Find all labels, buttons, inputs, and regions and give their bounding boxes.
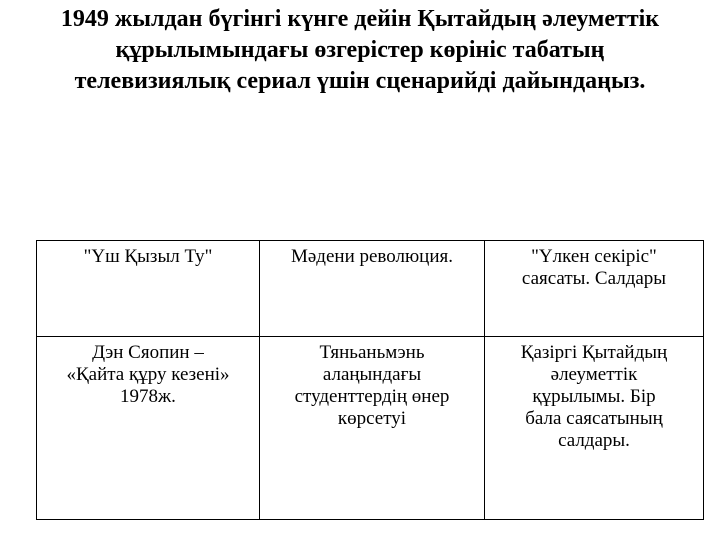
table-cell-r1c1: "Үш Қызыл Ту" xyxy=(36,240,260,337)
table-cell-r1c3: "Үлкен секіріс" саясаты. Салдары xyxy=(484,240,704,337)
table-cell-r2c2: Тяньаньмэнь алаңындағы студенттердің өне… xyxy=(259,336,485,520)
content-table: "Үш Қызыл Ту" Мәдени революция. "Үлкен с… xyxy=(36,240,704,520)
slide-title: 1949 жылдан бүгінгі күнге дейін Қытайдың… xyxy=(0,4,720,97)
table-cell-r1c2: Мәдени революция. xyxy=(259,240,485,337)
table-cell-r2c3: Қазіргі Қытайдың әлеуметтік құрылымы. Бі… xyxy=(484,336,704,520)
table-cell-r2c1: Дэн Сяопин – «Қайта құру кезені» 1978ж. xyxy=(36,336,260,520)
table-row: Дэн Сяопин – «Қайта құру кезені» 1978ж. … xyxy=(36,336,704,520)
table-row: "Үш Қызыл Ту" Мәдени революция. "Үлкен с… xyxy=(36,240,704,337)
title-line-2: құрылымындағы өзгерістер көрініс табатың xyxy=(115,37,605,63)
title-line-1: 1949 жылдан бүгінгі күнге дейін Қытайдың… xyxy=(60,6,660,32)
title-line-3: телевизиялық сериал үшін сценарийді дайы… xyxy=(74,68,646,94)
